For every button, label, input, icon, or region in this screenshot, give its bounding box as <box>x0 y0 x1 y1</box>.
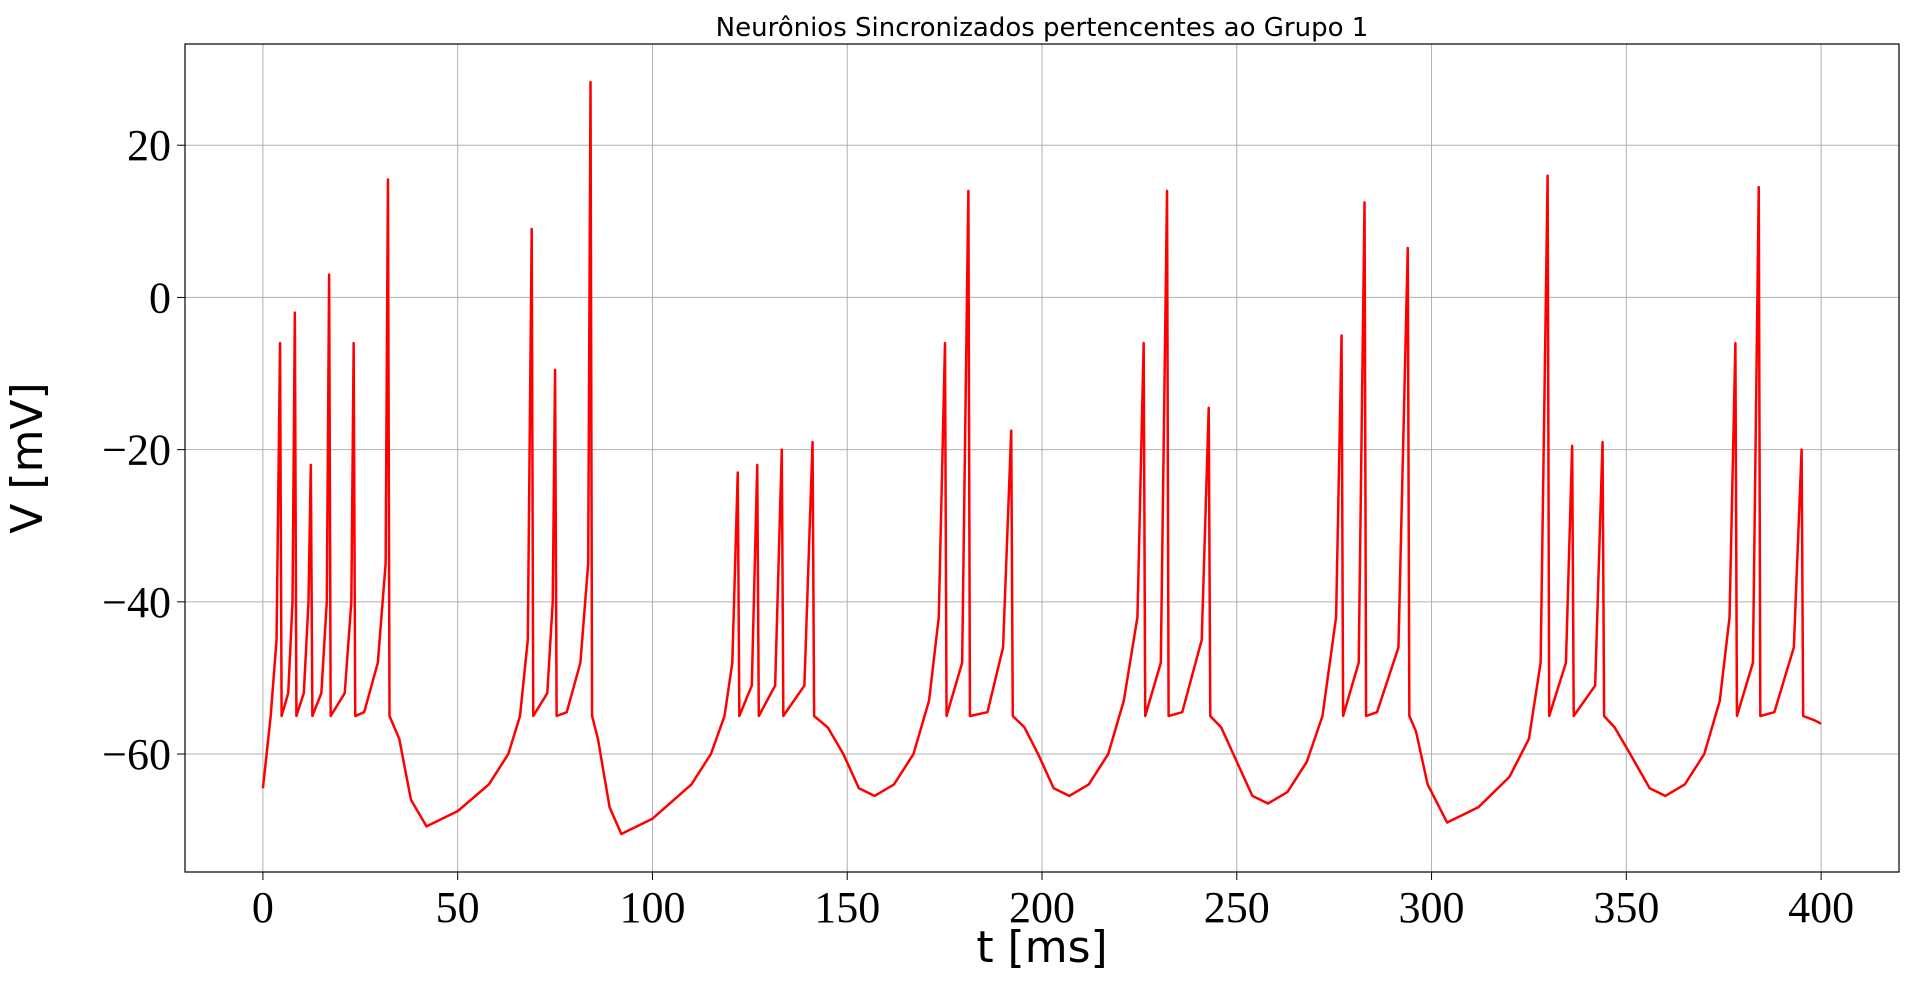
y-axis-label: V [mV] <box>2 382 53 533</box>
x-tick-label: 150 <box>814 883 880 932</box>
plot-frame <box>184 43 1900 873</box>
x-tick-label: 350 <box>1593 883 1659 932</box>
x-tick-label: 50 <box>436 883 480 932</box>
x-tick-label: 250 <box>1204 883 1270 932</box>
x-tick-label: 400 <box>1788 883 1854 932</box>
y-tick-label: −40 <box>102 578 171 627</box>
x-axis-label: t [ms] <box>976 922 1107 973</box>
y-tick-label: −60 <box>102 730 171 779</box>
x-tick-label: 200 <box>1009 883 1075 932</box>
y-tick-label: −20 <box>102 426 171 475</box>
x-tick-label: 300 <box>1399 883 1465 932</box>
y-tick-label: 20 <box>127 121 171 170</box>
x-tick-label: 0 <box>252 883 274 932</box>
x-tick-label: 100 <box>619 883 685 932</box>
y-tick-label: 0 <box>149 273 171 322</box>
data-line <box>261 80 1822 836</box>
chart-title: Neurônios Sincronizados pertencentes ao … <box>716 13 1369 43</box>
